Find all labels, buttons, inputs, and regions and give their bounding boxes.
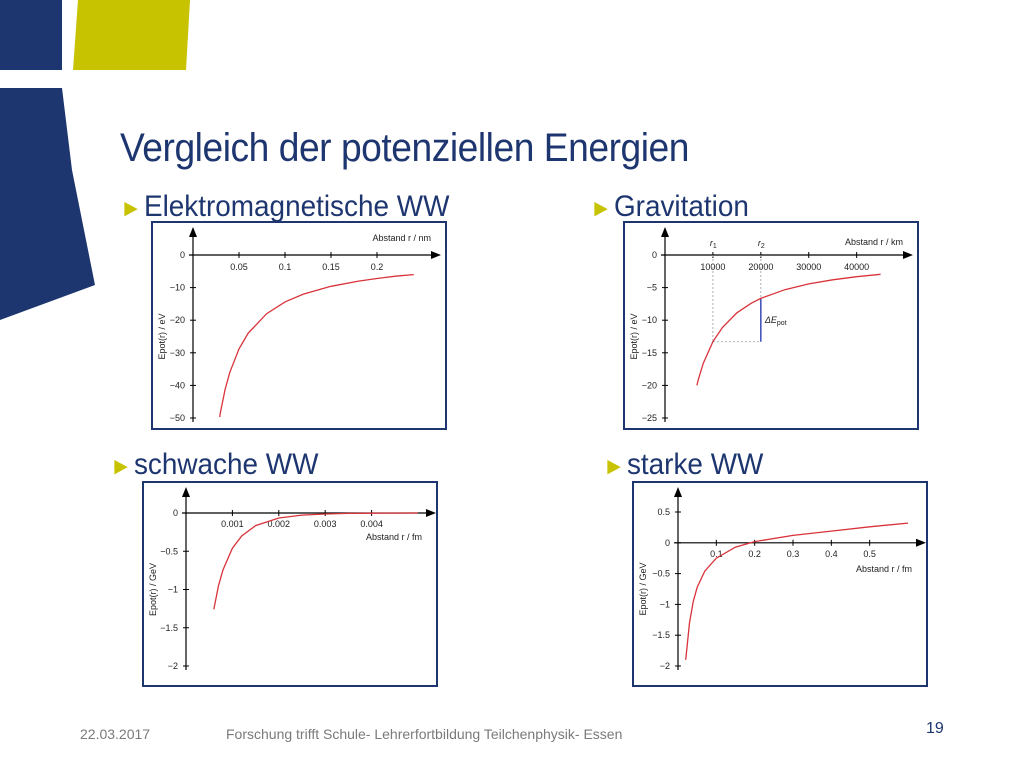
heading-weak-label: schwache WW (133, 448, 319, 481)
x-tick-label: 0.003 (314, 519, 337, 529)
bullet-arrow: ► (603, 453, 626, 480)
y-axis-arrow (189, 227, 197, 237)
x-axis-label: Abstand r / nm (372, 233, 431, 243)
heading-em-label: Elektromagnetische WW (143, 190, 450, 223)
x-axis-arrow (903, 251, 913, 259)
y-tick-label: −10 (170, 283, 185, 293)
y-tick-label: −1.5 (160, 623, 178, 633)
y-tick-label: −1.5 (652, 630, 670, 640)
y-tick-label: −0.5 (652, 569, 670, 579)
r1-label: r1 (710, 238, 717, 250)
y-tick-label: −0.5 (160, 546, 178, 556)
energy-curve (696, 273, 881, 386)
x-tick-label: 0.004 (360, 519, 383, 529)
y-axis-label: Epot(r) / GeV (148, 563, 158, 616)
chart-svg: 0 −10 −20 −30 −40 −50 0.05 0.1 0.15 0.2 Abstand r … (157, 227, 441, 423)
x-axis-arrow (916, 538, 926, 547)
y-tick-label: −15 (642, 348, 657, 358)
y-tick-label: 0 (180, 250, 185, 260)
y-tick-label: 0 (652, 250, 657, 260)
x-tick-label: 0.002 (268, 519, 291, 529)
y-tick-label: 0.5 (657, 507, 670, 517)
x-tick-label: 0.3 (787, 549, 800, 559)
y-tick-label: −20 (642, 380, 657, 390)
y-tick-label: 0 (173, 508, 178, 518)
y-tick-label: −2 (168, 661, 178, 671)
y-tick-label: −2 (660, 661, 670, 671)
y-axis-label: Epot(r) / eV (157, 313, 167, 359)
x-axis-arrow (431, 251, 441, 259)
y-tick-label: −10 (642, 315, 657, 325)
corner-decoration (0, 0, 190, 320)
chart-svg: 0 −0.5 −1 −1.5 −2 0.001 0.002 0.003 0.004 Abstand… (148, 487, 436, 671)
x-tick-label: 40000 (844, 262, 869, 272)
x-tick-label: 0.001 (221, 519, 244, 529)
bullet-arrow: ► (120, 195, 143, 222)
y-tick-label: −30 (170, 348, 185, 358)
chart-svg: 0.5 0 −0.5 −1 −1.5 −2 0.1 0.2 0.3 0.4 0.5 Abstand r… (638, 487, 926, 671)
heading-gravitation: ►Gravitation (590, 190, 749, 224)
y-tick-label: −40 (170, 380, 185, 390)
bullet-arrow: ► (110, 453, 133, 480)
heading-strong-label: starke WW (626, 448, 764, 481)
y-tick-label: −5 (647, 283, 657, 293)
navy-wedge (0, 88, 95, 320)
footer-text: Forschung trifft Schule- Lehrerfortbildu… (226, 726, 623, 742)
heading-weak: ►schwache WW (110, 448, 318, 482)
x-tick-label: 0.1 (710, 549, 723, 559)
x-tick-label: 0.5 (863, 549, 876, 559)
heading-gravitation-label: Gravitation (613, 190, 749, 223)
heading-strong: ►starke WW (603, 448, 763, 482)
chart-strong: 0.5 0 −0.5 −1 −1.5 −2 0.1 0.2 0.3 0.4 0.5 Abstand r… (632, 481, 928, 687)
y-tick-label: −1 (168, 585, 178, 595)
heading-em: ►Elektromagnetische WW (120, 190, 449, 224)
olive-square (73, 0, 190, 70)
x-axis-label: Abstand r / fm (366, 532, 422, 542)
y-axis-label: Epot(r) / GeV (638, 562, 648, 615)
x-axis-label: Abstand r / fm (856, 564, 912, 574)
x-tick-label: 0.2 (371, 262, 384, 272)
x-tick-label: 0.2 (748, 549, 761, 559)
x-axis-label: Abstand r / km (845, 237, 903, 247)
x-tick-label: 0.15 (322, 262, 340, 272)
x-tick-label: 0.05 (230, 262, 248, 272)
y-tick-label: −50 (170, 413, 185, 423)
chart-em: 0 −10 −20 −30 −40 −50 0.05 0.1 0.15 0.2 Abstand r … (151, 221, 447, 430)
x-axis-arrow (426, 509, 436, 517)
r2-label: r2 (758, 238, 765, 250)
y-axis-arrow (182, 487, 190, 497)
energy-curve (213, 512, 419, 610)
x-tick-label: 30000 (796, 262, 821, 272)
y-axis-arrow (661, 227, 669, 237)
y-axis-arrow (674, 487, 682, 497)
energy-curve (685, 522, 909, 660)
slide-title: Vergleich der potenziellen Energien (120, 126, 690, 170)
x-tick-label: 0.4 (825, 549, 838, 559)
y-axis-label: Epot(r) / eV (629, 313, 639, 359)
chart-gravitation: 0 −5 −10 −15 −20 −25 10000 20000 30000 40000 Absta… (623, 221, 919, 430)
y-tick-label: −1 (660, 599, 670, 609)
navy-square (0, 0, 62, 70)
bullet-arrow: ► (590, 195, 613, 222)
x-tick-label: 0.1 (279, 262, 292, 272)
y-tick-label: −20 (170, 315, 185, 325)
footer-date: 22.03.2017 (80, 726, 151, 742)
page-number: 19 (926, 720, 944, 737)
y-tick-label: −25 (642, 413, 657, 423)
y-tick-label: 0 (665, 538, 670, 548)
chart-weak: 0 −0.5 −1 −1.5 −2 0.001 0.002 0.003 0.004 Abstand… (142, 481, 438, 687)
energy-curve (219, 273, 414, 418)
delta-e-label: ΔEpot (764, 315, 787, 327)
